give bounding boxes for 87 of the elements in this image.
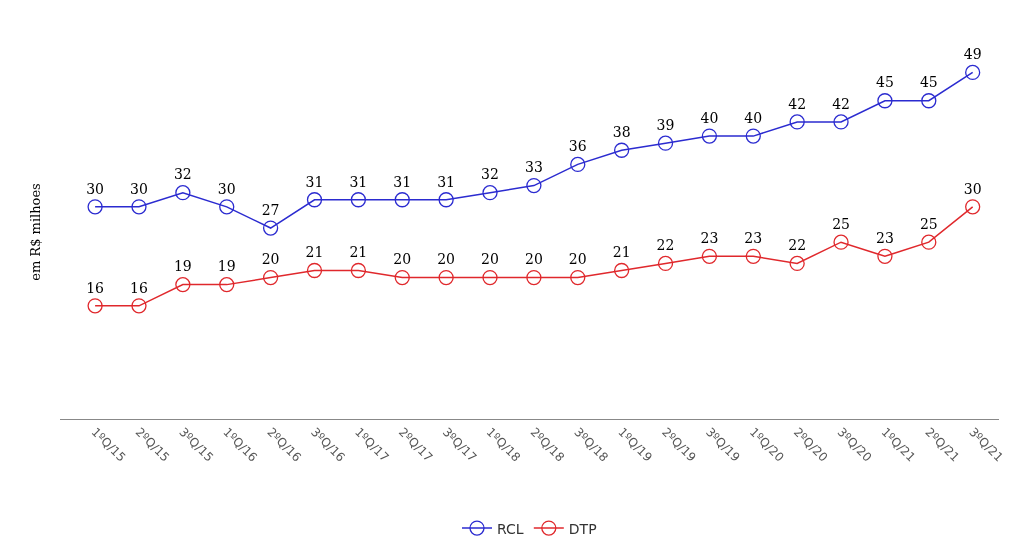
data-label: 42 bbox=[832, 95, 850, 112]
data-label: 31 bbox=[393, 173, 412, 190]
data-label: 23 bbox=[744, 230, 763, 247]
point bbox=[262, 220, 279, 236]
data-label: 27 bbox=[261, 201, 280, 218]
data-label: 40 bbox=[744, 109, 763, 126]
point bbox=[219, 199, 235, 215]
point bbox=[438, 192, 454, 208]
point bbox=[614, 142, 630, 158]
point bbox=[438, 269, 454, 286]
data-label: 16 bbox=[86, 279, 105, 296]
data-label: 30 bbox=[963, 180, 982, 197]
data-label: 30 bbox=[130, 180, 148, 197]
data-label: 16 bbox=[130, 279, 148, 296]
data-label: 20 bbox=[481, 251, 499, 268]
point bbox=[175, 185, 191, 201]
data-label: 45 bbox=[919, 74, 938, 91]
data-label: 30 bbox=[86, 180, 105, 197]
point bbox=[306, 262, 323, 279]
point bbox=[219, 276, 235, 293]
point bbox=[394, 269, 410, 286]
data-label: 21 bbox=[612, 244, 631, 261]
data-label: 20 bbox=[524, 251, 543, 268]
data-label: 21 bbox=[349, 244, 368, 261]
point bbox=[965, 199, 981, 215]
data-label: 21 bbox=[305, 244, 324, 261]
data-label: 23 bbox=[700, 230, 719, 247]
data-label: 33 bbox=[524, 159, 543, 176]
point bbox=[877, 248, 893, 264]
point bbox=[526, 177, 542, 194]
point bbox=[657, 135, 674, 151]
point bbox=[789, 255, 805, 272]
point bbox=[789, 114, 805, 130]
data-label: 20 bbox=[261, 251, 280, 268]
point bbox=[350, 262, 367, 279]
data-label: 31 bbox=[437, 173, 456, 190]
point bbox=[87, 199, 103, 215]
data-label: 36 bbox=[568, 138, 587, 155]
point bbox=[657, 255, 674, 272]
point bbox=[701, 128, 718, 144]
data-label: 25 bbox=[919, 215, 938, 232]
point bbox=[833, 114, 849, 130]
point bbox=[877, 93, 893, 109]
point bbox=[833, 234, 849, 250]
point bbox=[570, 156, 586, 173]
data-label: 45 bbox=[876, 74, 894, 91]
point bbox=[131, 199, 147, 215]
data-label: 31 bbox=[305, 173, 324, 190]
point bbox=[921, 234, 937, 250]
data-label: 20 bbox=[568, 251, 587, 268]
data-label: 49 bbox=[963, 46, 982, 63]
point bbox=[745, 248, 761, 264]
data-label: 40 bbox=[700, 109, 719, 126]
data-label: 32 bbox=[173, 166, 192, 183]
point bbox=[350, 192, 367, 208]
data-label: 20 bbox=[393, 251, 412, 268]
data-label: 20 bbox=[437, 251, 456, 268]
data-label: 39 bbox=[656, 116, 675, 133]
point bbox=[131, 298, 147, 314]
point bbox=[306, 192, 323, 208]
data-label: 31 bbox=[349, 173, 368, 190]
point bbox=[394, 192, 410, 208]
data-label: 19 bbox=[173, 258, 192, 275]
legend-label: DTP bbox=[568, 520, 597, 537]
data-label: 30 bbox=[217, 180, 236, 197]
data-label: 19 bbox=[217, 258, 236, 275]
y-axis-title: em R$ milhoes bbox=[27, 183, 43, 281]
data-label: 22 bbox=[656, 237, 675, 254]
point bbox=[921, 93, 937, 109]
data-label: 38 bbox=[612, 124, 631, 140]
data-label: 42 bbox=[788, 95, 807, 112]
data-label: 23 bbox=[876, 230, 894, 247]
data-label: 25 bbox=[832, 215, 850, 232]
data-label: 32 bbox=[481, 166, 499, 183]
point bbox=[482, 185, 498, 201]
point bbox=[745, 128, 761, 144]
point bbox=[614, 262, 630, 279]
point bbox=[526, 269, 542, 286]
data-label: 22 bbox=[788, 237, 807, 254]
point bbox=[87, 298, 103, 314]
point bbox=[262, 269, 279, 286]
point bbox=[701, 248, 718, 264]
point bbox=[482, 269, 498, 286]
point bbox=[965, 64, 981, 81]
point bbox=[175, 276, 191, 293]
legend-label: RCL bbox=[497, 520, 524, 537]
point bbox=[570, 269, 586, 286]
